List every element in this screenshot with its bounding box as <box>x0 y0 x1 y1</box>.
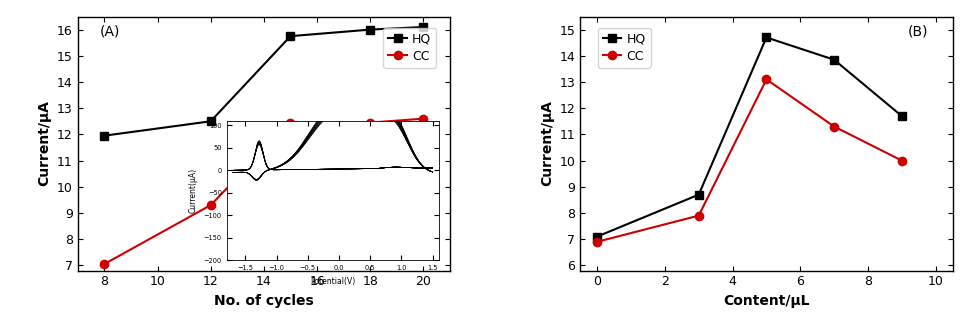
HQ <box>285 34 296 38</box>
X-axis label: No. of cycles: No. of cycles <box>214 294 314 308</box>
CC <box>896 159 908 163</box>
Line: HQ: HQ <box>593 33 906 241</box>
CC <box>828 124 840 128</box>
Y-axis label: Current/μA: Current/μA <box>38 101 52 186</box>
HQ <box>828 58 840 62</box>
HQ <box>896 114 908 118</box>
HQ <box>364 28 376 32</box>
Text: (B): (B) <box>908 24 928 38</box>
CC <box>591 240 603 244</box>
HQ <box>693 193 705 197</box>
CC <box>364 120 376 124</box>
CC <box>418 117 430 121</box>
Text: (A): (A) <box>100 24 121 38</box>
CC <box>693 214 705 217</box>
CC <box>98 262 110 266</box>
HQ <box>98 134 110 138</box>
HQ <box>591 235 603 239</box>
CC <box>761 78 773 82</box>
Line: CC: CC <box>593 75 906 246</box>
HQ <box>418 25 430 29</box>
X-axis label: Content/μL: Content/μL <box>723 294 810 308</box>
CC <box>205 203 217 207</box>
Legend: HQ, CC: HQ, CC <box>598 28 650 68</box>
Legend: HQ, CC: HQ, CC <box>383 28 436 68</box>
Line: CC: CC <box>100 115 428 268</box>
HQ <box>761 36 773 40</box>
HQ <box>205 119 217 123</box>
Line: HQ: HQ <box>100 23 428 140</box>
CC <box>285 120 296 124</box>
Y-axis label: Current/μA: Current/μA <box>540 101 554 186</box>
